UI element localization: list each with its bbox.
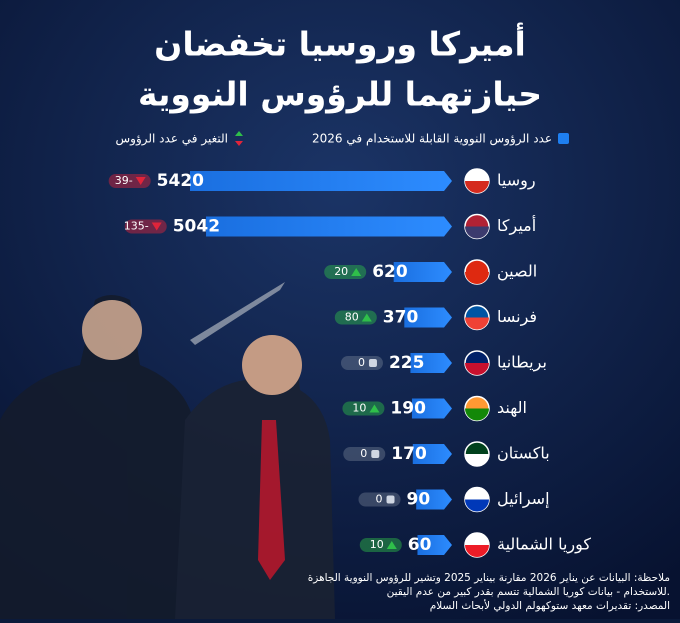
- legend-label: عدد الرؤوس النووية القابلة للاستخدام في …: [312, 132, 552, 147]
- legend-up: [235, 131, 243, 136]
- change-up: [386, 541, 397, 549]
- bar: [190, 171, 452, 191]
- country-label: إسرائيل: [497, 489, 550, 509]
- country-label: كوريا الشمالية: [497, 535, 591, 555]
- note: ملاحظة: البيانات عن يناير 2026 مقارنة بي…: [308, 572, 670, 584]
- title-line: حيازتهما للرؤوس النووية: [138, 75, 542, 115]
- flag-half: [465, 226, 489, 239]
- flag-half: [465, 363, 489, 375]
- change-zero: [371, 450, 380, 458]
- bar: [206, 216, 452, 237]
- flag-half: [465, 545, 489, 557]
- change-label: 0: [358, 356, 365, 369]
- value-label: 5042: [173, 217, 220, 237]
- value-label: 225: [389, 353, 425, 373]
- change-label: 135-: [124, 220, 149, 233]
- value-label: 90: [407, 490, 431, 510]
- bar: [416, 489, 452, 510]
- bar: [412, 444, 452, 464]
- country-label: أميركا: [497, 215, 536, 236]
- change-label: 39-: [115, 174, 133, 187]
- bar: [393, 262, 452, 282]
- legend-down: [235, 141, 243, 146]
- legend-label: التغير في عدد الرؤوس: [116, 132, 228, 147]
- change-up: [351, 268, 362, 276]
- country-label: باكستان: [497, 444, 550, 463]
- legend-swatch: [558, 133, 569, 144]
- change-label: 10: [352, 402, 366, 415]
- change-down: [151, 222, 162, 231]
- title-line: أميركا وروسيا تخفضان: [154, 23, 526, 65]
- photo-silhouettes: [0, 282, 335, 619]
- country-label: الصين: [497, 262, 537, 282]
- change-down: [135, 177, 146, 185]
- change-label: 0: [376, 493, 383, 506]
- value-label: 620: [372, 262, 408, 282]
- note: المصدر: تقديرات معهد ستوكهولم الدولي لأب…: [430, 599, 670, 612]
- change-zero: [368, 359, 377, 367]
- value-label: 170: [391, 444, 427, 464]
- value-label: 190: [390, 399, 426, 419]
- country-label: بريطانيا: [497, 353, 547, 373]
- country-label: فرنسا: [497, 307, 537, 327]
- country-label: الهند: [497, 398, 527, 418]
- flag-half: [465, 317, 489, 330]
- bar: [404, 307, 452, 328]
- flag-half: [465, 454, 489, 466]
- change-zero: [386, 495, 395, 504]
- bar: [417, 535, 452, 555]
- note: للاستخدام - بيانات كوريا الشمالية تتسم ب…: [387, 586, 670, 598]
- change-label: 20: [334, 265, 348, 278]
- value-label: 370: [383, 308, 419, 328]
- value-label: 5420: [157, 171, 204, 191]
- flag-half: [465, 499, 489, 512]
- change-label: 10: [370, 538, 384, 551]
- value-label: 60: [408, 535, 432, 555]
- country-label: روسيا: [497, 171, 536, 191]
- change-up: [361, 313, 372, 322]
- bar: [410, 353, 452, 373]
- change-label: 80: [345, 311, 359, 324]
- change-up: [369, 404, 380, 413]
- change-label: 0: [360, 447, 367, 460]
- flag-half: [465, 272, 489, 284]
- flag-half: [465, 408, 489, 421]
- flag-half: [465, 181, 489, 193]
- bar: [411, 398, 452, 419]
